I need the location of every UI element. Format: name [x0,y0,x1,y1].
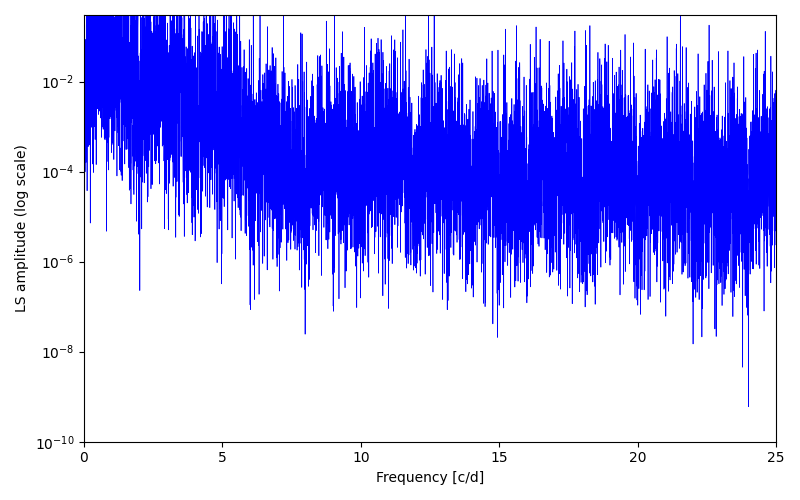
Y-axis label: LS amplitude (log scale): LS amplitude (log scale) [15,144,29,312]
X-axis label: Frequency [c/d]: Frequency [c/d] [376,471,484,485]
